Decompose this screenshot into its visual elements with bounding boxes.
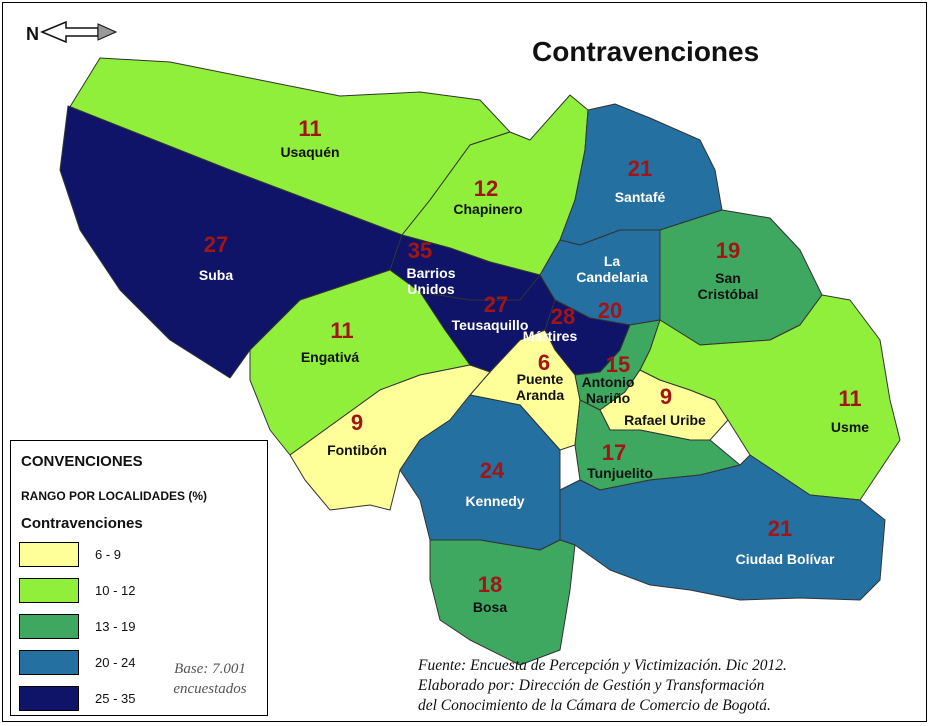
legend-label-3: 13 - 19	[95, 619, 136, 634]
label-santafe: Santafé	[615, 189, 666, 205]
region-ciudad-bolivar	[559, 454, 886, 601]
value-bosa: 18	[478, 572, 502, 597]
value-kennedy: 24	[480, 458, 505, 483]
legend-label-2: 10 - 12	[95, 583, 136, 598]
value-engativa: 11	[330, 318, 353, 343]
legend-subheading: RANGO POR LOCALIDADES (%)	[21, 489, 207, 503]
label-antonio-narino: Antonio Nariño	[582, 374, 635, 406]
legend-label-1: 6 - 9	[95, 547, 122, 562]
base-line-2: encuestados	[173, 681, 247, 697]
value-teusaquillo: 27	[484, 292, 508, 317]
value-la-candelaria: 20	[598, 298, 622, 323]
label-fontibon: Fontibón	[327, 442, 387, 458]
value-fontibon: 9	[351, 410, 363, 435]
source-line-3: del Conocimiento de la Cámara de Comerci…	[418, 697, 771, 714]
value-barrios-unidos: 35	[408, 238, 432, 263]
legend-swatch-3	[19, 614, 79, 639]
label-puente-aranda: Puente Aranda	[516, 371, 564, 403]
value-san-cristobal: 19	[716, 238, 740, 263]
value-santafe: 21	[628, 156, 652, 181]
label-usaquen: Usaquén	[280, 144, 339, 160]
value-usaquen: 11	[298, 116, 321, 141]
source-line-1: Fuente: Encuesta de Percepción y Victimi…	[418, 657, 787, 674]
label-kennedy: Kennedy	[465, 493, 524, 509]
legend-variable: Contravenciones	[21, 515, 143, 532]
legend: CONVENCIONES RANGO POR LOCALIDADES (%) C…	[10, 440, 268, 716]
label-engativa: Engativá	[301, 349, 360, 365]
value-rafael-uribe: 9	[660, 384, 672, 409]
label-barrios-unidos: Barrios Unidos	[406, 265, 455, 297]
legend-swatch-2	[19, 578, 79, 603]
value-tunjuelito: 17	[602, 440, 626, 465]
source-note: Fuente: Encuesta de Percepción y Victimi…	[418, 656, 787, 716]
value-usme: 11	[838, 386, 861, 411]
legend-label-5: 25 - 35	[95, 691, 136, 706]
region-bosa	[429, 539, 576, 666]
base-note: Base: 7.001 encuestados	[155, 659, 265, 699]
north-arrow-icon: N	[26, 14, 122, 61]
label-ciudad-bolivar: Ciudad Bolívar	[736, 551, 835, 567]
label-chapinero: Chapinero	[453, 201, 522, 217]
region-suba	[59, 105, 403, 379]
label-san-cristobal: San Cristóbal	[698, 270, 759, 302]
value-chapinero: 12	[474, 176, 498, 201]
value-martires: 28	[551, 304, 575, 329]
label-usme: Usme	[831, 419, 869, 435]
label-martires: Mártires	[523, 328, 578, 344]
label-teusaquillo: Teusaquillo	[452, 317, 529, 333]
label-suba: Suba	[199, 267, 233, 283]
value-suba: 27	[204, 232, 228, 257]
value-ciudad-bolivar: 21	[768, 516, 792, 541]
legend-swatch-1	[19, 542, 79, 567]
label-rafael-uribe: Rafael Uribe	[624, 412, 706, 428]
legend-swatch-5	[19, 686, 79, 711]
label-la-candelaria: La Candelaria	[576, 253, 648, 285]
source-line-2: Elaborado por: Dirección de Gestión y Tr…	[418, 677, 765, 694]
label-tunjuelito: Tunjuelito	[587, 465, 653, 481]
label-bosa: Bosa	[473, 599, 507, 615]
legend-label-4: 20 - 24	[95, 655, 136, 670]
map-title: Contravenciones	[532, 36, 760, 67]
value-puente-aranda: 6	[538, 350, 550, 375]
region-san-cristobal	[659, 209, 823, 346]
north-letter: N	[26, 24, 39, 44]
legend-swatch-4	[19, 650, 79, 675]
legend-heading: CONVENCIONES	[21, 453, 143, 470]
base-line-1: Base: 7.001	[174, 661, 246, 677]
region-usme	[639, 294, 901, 501]
value-antonio-narino: 15	[606, 352, 630, 377]
